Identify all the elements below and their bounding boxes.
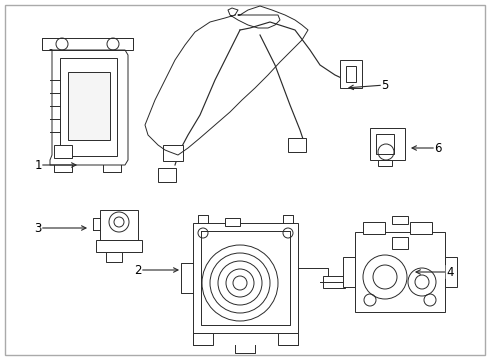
Bar bbox=[100, 210, 138, 240]
Bar bbox=[42, 38, 133, 50]
Bar bbox=[68, 72, 110, 140]
Bar bbox=[60, 58, 117, 156]
Bar bbox=[158, 168, 176, 182]
Text: 4: 4 bbox=[446, 266, 454, 279]
Bar bbox=[392, 216, 408, 224]
Bar bbox=[378, 160, 392, 166]
Bar bbox=[106, 252, 122, 262]
Bar bbox=[376, 134, 394, 154]
Bar bbox=[340, 60, 362, 88]
Bar bbox=[96, 240, 142, 252]
Bar bbox=[392, 237, 408, 249]
Bar bbox=[163, 145, 183, 161]
Bar bbox=[343, 257, 355, 287]
Bar bbox=[410, 222, 432, 234]
Bar bbox=[288, 138, 306, 152]
Text: 1: 1 bbox=[34, 158, 42, 171]
Bar bbox=[193, 333, 213, 345]
Text: 3: 3 bbox=[34, 221, 42, 234]
Bar bbox=[355, 232, 445, 312]
Bar bbox=[193, 223, 298, 333]
Bar bbox=[346, 66, 356, 82]
Text: 2: 2 bbox=[134, 264, 142, 276]
Bar bbox=[445, 257, 457, 287]
Bar bbox=[54, 145, 72, 158]
Bar bbox=[225, 218, 240, 226]
Bar bbox=[323, 276, 345, 288]
Bar bbox=[278, 333, 298, 345]
Bar bbox=[370, 128, 405, 160]
Bar bbox=[363, 222, 385, 234]
Text: 6: 6 bbox=[434, 141, 442, 154]
Text: 5: 5 bbox=[381, 78, 389, 91]
